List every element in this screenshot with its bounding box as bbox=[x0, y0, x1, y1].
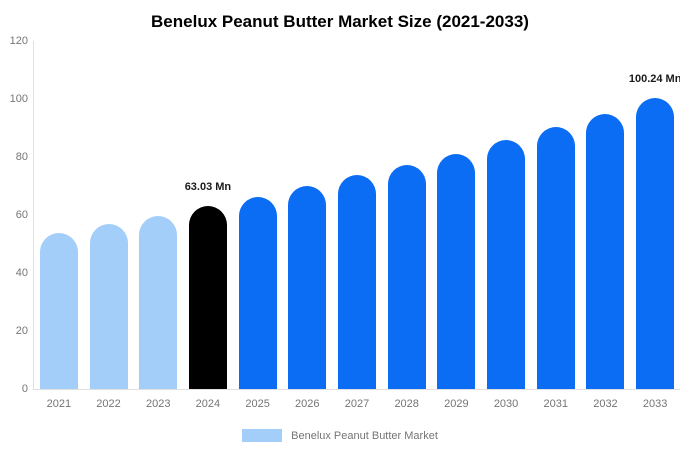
x-tick-label: 2032 bbox=[593, 398, 618, 410]
y-tick-label: 40 bbox=[15, 267, 28, 279]
y-tick-label: 20 bbox=[15, 325, 28, 337]
bar-2030 bbox=[487, 140, 526, 389]
x-tick-label: 2022 bbox=[96, 398, 121, 410]
bar-value-annotation: 63.03 Mn bbox=[184, 181, 232, 194]
bar-2031 bbox=[536, 126, 575, 389]
y-tick-label: 0 bbox=[21, 383, 28, 395]
x-tick-label: 2024 bbox=[195, 398, 221, 410]
y-tick-label: 80 bbox=[15, 151, 28, 163]
x-tick-label: 2021 bbox=[46, 398, 72, 410]
x-tick-label: 2026 bbox=[295, 398, 320, 410]
x-tick-label: 2033 bbox=[642, 398, 668, 410]
bar-2026 bbox=[288, 186, 327, 389]
bar-2021 bbox=[39, 232, 78, 389]
y-axis-line bbox=[33, 41, 34, 389]
bar-2033 bbox=[636, 98, 675, 389]
bar-2022 bbox=[89, 224, 128, 389]
bar-2027 bbox=[338, 174, 376, 389]
legend: Benelux Peanut Butter Market bbox=[0, 429, 680, 442]
bar-value-annotation: 100.24 Mn bbox=[628, 73, 680, 86]
x-axis-line bbox=[33, 389, 680, 390]
chart-title: Benelux Peanut Butter Market Size (2021-… bbox=[151, 12, 529, 31]
x-tick-label: 2030 bbox=[493, 398, 519, 410]
legend-label: Benelux Peanut Butter Market bbox=[291, 429, 438, 442]
x-tick-label: 2028 bbox=[394, 398, 419, 410]
x-tick-label: 2027 bbox=[344, 398, 370, 410]
x-tick-label: 2025 bbox=[245, 398, 270, 410]
bar-2028 bbox=[387, 164, 426, 389]
bar-2023 bbox=[139, 215, 178, 389]
bar-2029 bbox=[437, 153, 476, 389]
y-tick-label: 120 bbox=[9, 35, 28, 47]
bar-2025 bbox=[238, 197, 277, 389]
x-tick-label: 2029 bbox=[444, 398, 469, 410]
y-tick-label: 60 bbox=[15, 209, 28, 221]
bar-2032 bbox=[586, 114, 625, 389]
x-tick-label: 2031 bbox=[543, 398, 568, 410]
legend-swatch bbox=[242, 429, 283, 442]
bar-2024 bbox=[188, 206, 227, 389]
x-tick-label: 2023 bbox=[145, 398, 171, 410]
y-tick-label: 100 bbox=[9, 93, 28, 105]
